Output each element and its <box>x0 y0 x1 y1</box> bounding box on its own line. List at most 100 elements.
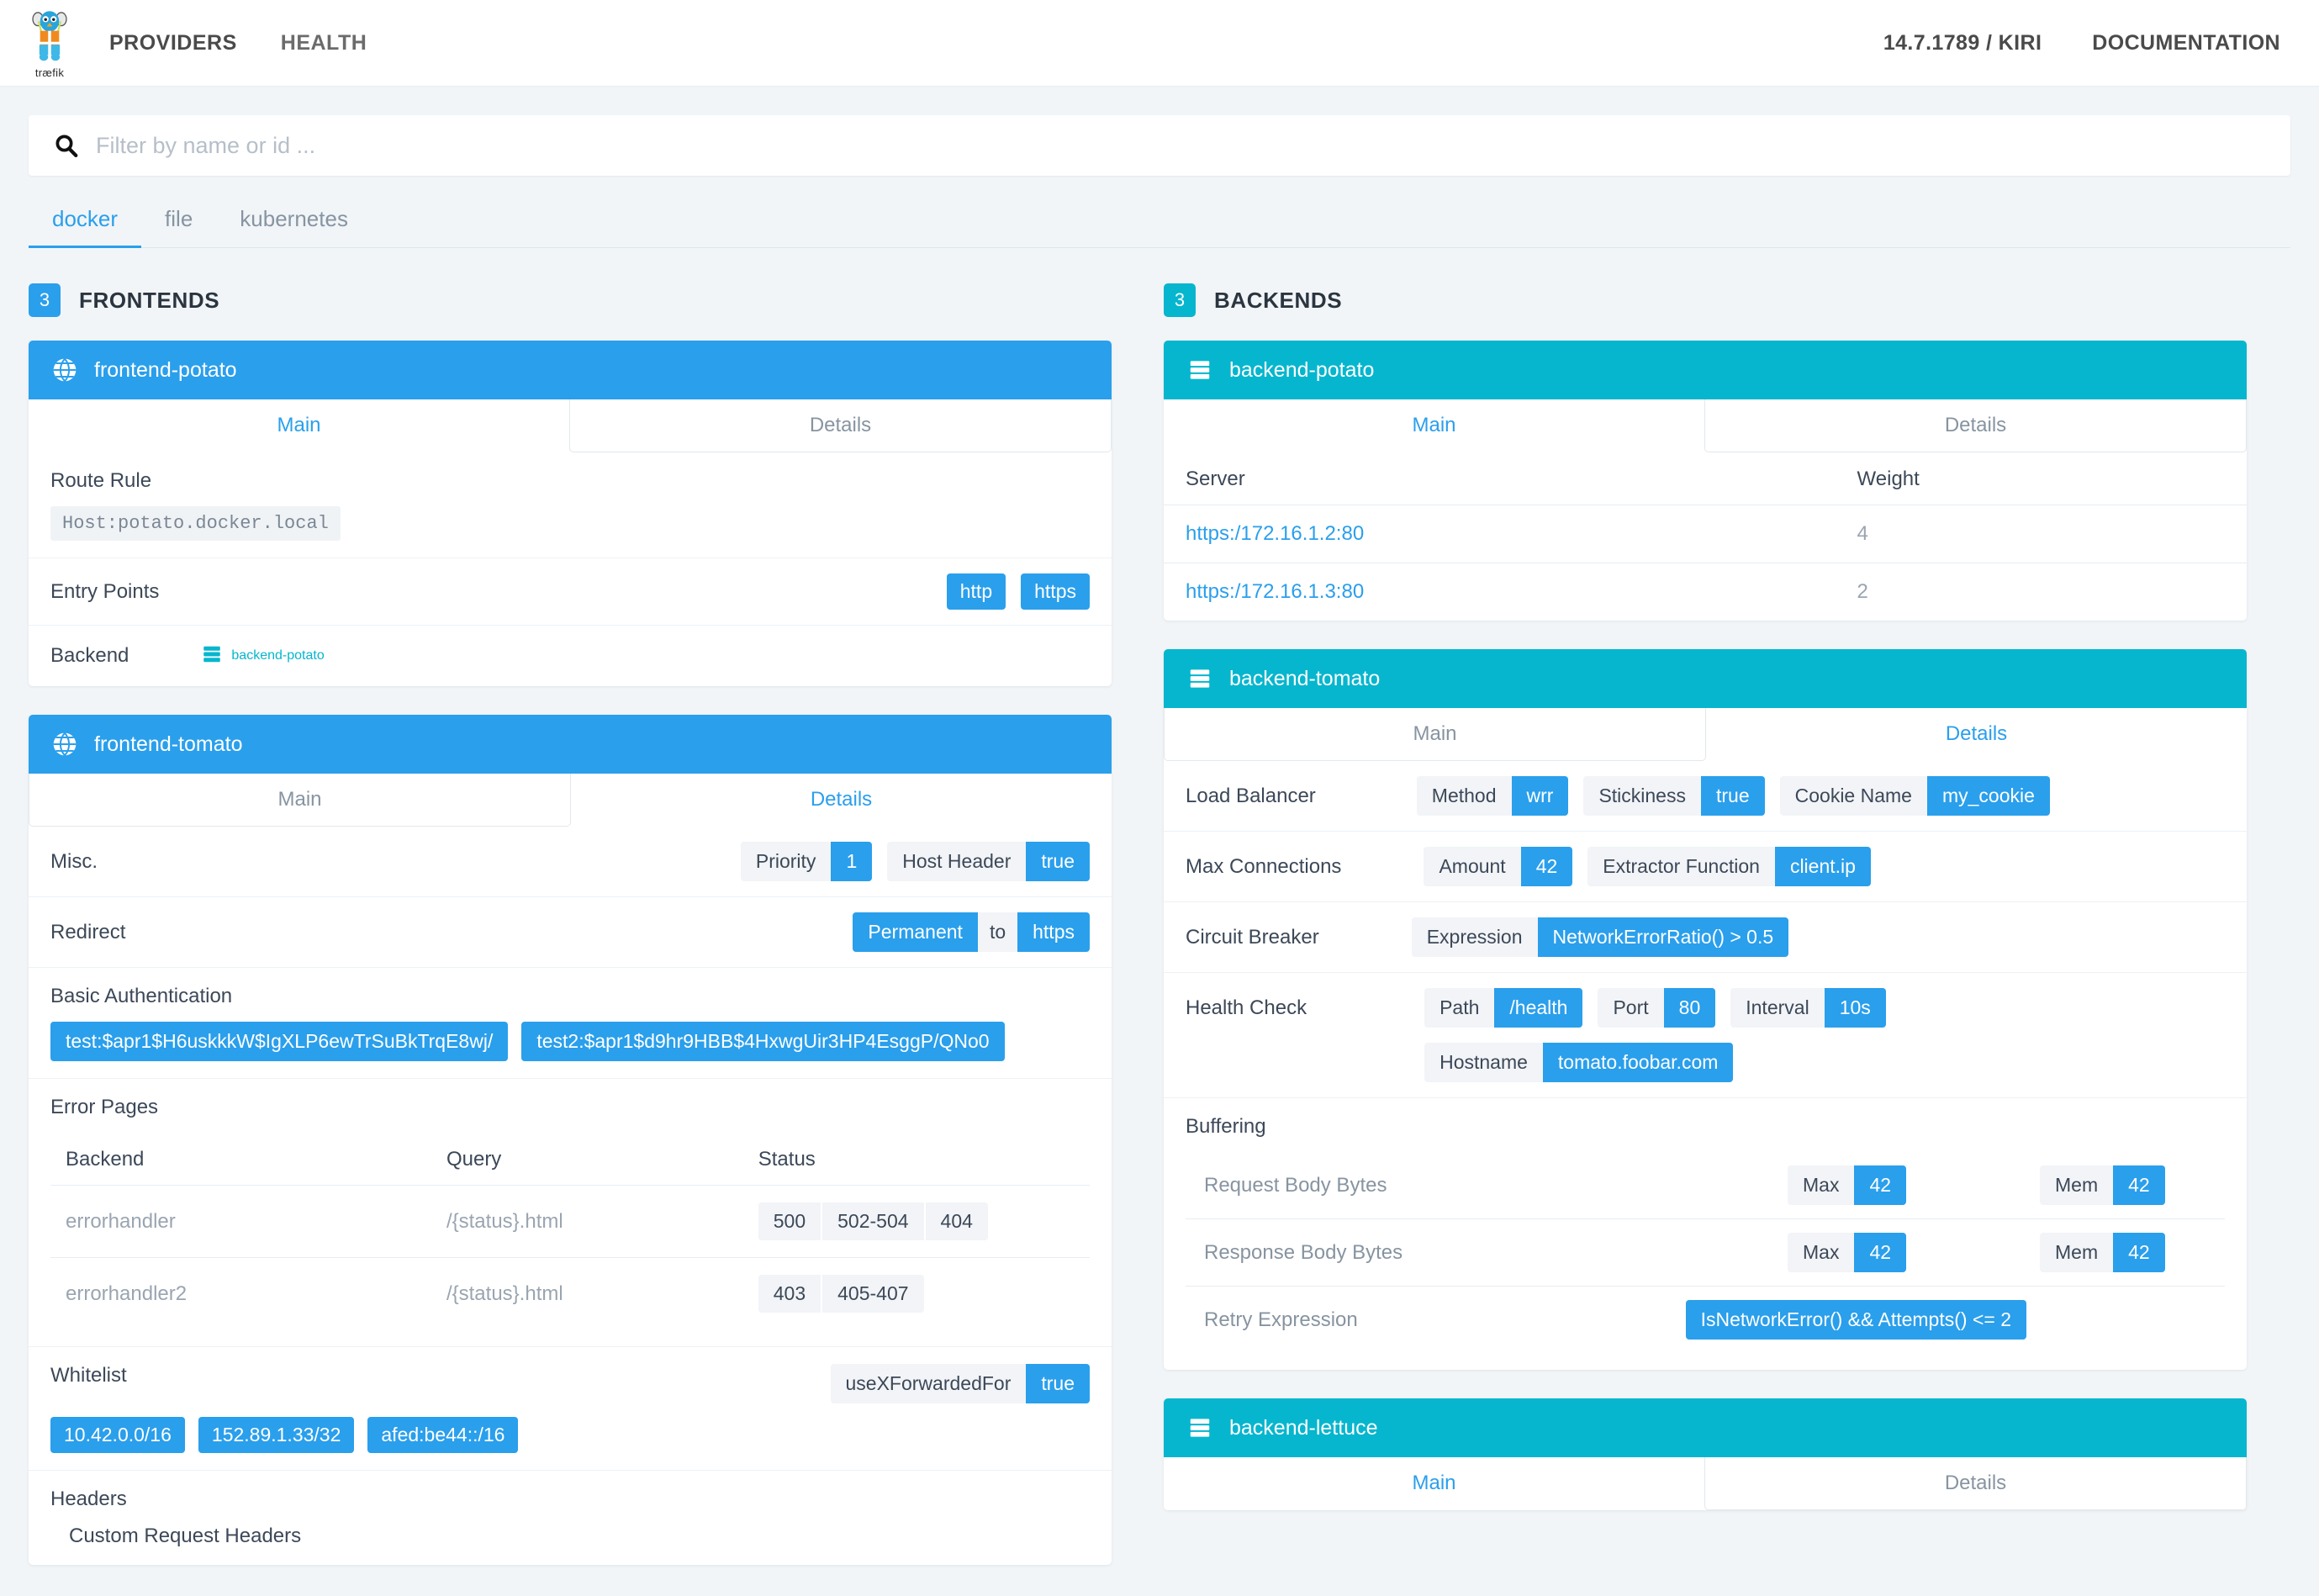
backend-row: Backend backend-potat <box>29 626 1112 686</box>
traefik-logo[interactable]: træfik <box>24 7 76 79</box>
weight-cell: 4 <box>1835 505 2247 563</box>
entry-points-row: Entry Points http https <box>29 558 1112 626</box>
hc-interval[interactable]: Interval 10s <box>1730 988 1886 1028</box>
hc-port-key: Port <box>1613 996 1649 1018</box>
retry-expression-value[interactable]: IsNetworkError() && Attempts() <= 2 <box>1685 1300 2026 1340</box>
backend-tomato-tab-main[interactable]: Main <box>1164 708 1706 761</box>
search-icon <box>52 131 81 160</box>
hc-hostname[interactable]: Hostname tomato.foobar.com <box>1424 1043 1734 1082</box>
backend-lettuce-tabs: Main Details <box>1164 1457 2247 1510</box>
basic-auth-entry[interactable]: test2:$apr1$d9hr9HBB$4HxwgUir3HP4EsggP/Q… <box>521 1022 1005 1061</box>
hc-port[interactable]: Port 80 <box>1598 988 1716 1028</box>
whitelist-entry[interactable]: 152.89.1.33/32 <box>198 1417 355 1453</box>
misc-host-header[interactable]: Host Header true <box>887 842 1090 881</box>
request-body-mem[interactable]: Mem 42 <box>2040 1165 2165 1205</box>
misc-host-header-key: Host Header <box>902 850 1012 872</box>
error-pages-col-backend: Backend <box>66 1148 145 1171</box>
provider-tab-docker[interactable]: docker <box>29 206 142 248</box>
server-link[interactable]: https:/172.16.1.3:80 <box>1186 580 1365 603</box>
route-rule-label: Route Rule <box>50 469 152 492</box>
request-body-max[interactable]: Max 42 <box>1788 1165 1907 1205</box>
entry-point-http[interactable]: http <box>946 573 1006 610</box>
lb-stickiness[interactable]: Stickiness true <box>1583 776 1765 816</box>
globe-icon <box>50 356 79 384</box>
nav-health[interactable]: HEALTH <box>280 30 367 55</box>
request-body-mem-value: 42 <box>2113 1165 2165 1205</box>
backend-tomato-tab-details[interactable]: Details <box>1706 708 2247 761</box>
response-body-mem-value: 42 <box>2113 1233 2165 1272</box>
frontend-potato-tab-details[interactable]: Details <box>569 399 1112 452</box>
content-columns: 3 FRONTENDS frontend-potato Main De <box>29 283 2290 1593</box>
nav-right-group: 14.7.1789 / KIRI DOCUMENTATION <box>1883 31 2280 55</box>
backend-potato-name: backend-potato <box>1229 357 1375 382</box>
whitelist-option-wrap: useXForwardedFor true <box>830 1364 1090 1403</box>
error-page-query: /{status}.html <box>424 1257 737 1329</box>
misc-priority[interactable]: Priority 1 <box>740 842 873 881</box>
max-conn-amount[interactable]: Amount 42 <box>1424 847 1573 886</box>
redirect-group[interactable]: Permanent to https <box>853 912 1090 952</box>
traefik-mascot-icon <box>32 11 67 61</box>
use-x-forwarded-for-key: useXForwardedFor <box>845 1372 1012 1394</box>
backend-potato-servers-table: Server Weight https:/172.16.1.2:80 4 <box>1164 452 2247 621</box>
server-link[interactable]: https:/172.16.1.2:80 <box>1186 522 1365 545</box>
backend-lettuce-tab-main[interactable]: Main <box>1164 1457 1704 1510</box>
headers-block: Headers Custom Request Headers <box>29 1471 1112 1565</box>
table-row: https:/172.16.1.2:80 4 <box>1164 505 2247 563</box>
frontend-tomato-card: frontend-tomato Main Details Misc. Prior… <box>29 715 1112 1565</box>
error-pages-label: Error Pages <box>50 1096 159 1118</box>
page-content: docker file kubernetes 3 FRONTENDS <box>0 87 2319 1593</box>
backend-potato-tab-details[interactable]: Details <box>1704 399 2247 452</box>
lb-method-value: wrr <box>1511 776 1569 816</box>
backend-label: Backend <box>50 644 129 667</box>
lb-cookie-name-key: Cookie Name <box>1794 785 1912 806</box>
error-pages-col-query: Query <box>446 1148 502 1171</box>
max-conn-amount-value: 42 <box>1520 847 1573 886</box>
basic-auth-entry[interactable]: test:$apr1$H6uskkkW$IgXLP6ewTrSuBkTrqE8w… <box>50 1022 509 1061</box>
frontend-tomato-tab-main[interactable]: Main <box>29 774 571 827</box>
whitelist-entry[interactable]: 10.42.0.0/16 <box>50 1417 185 1453</box>
request-max-slot: Max 42 <box>1788 1165 2040 1205</box>
provider-tab-file[interactable]: file <box>165 206 193 231</box>
backend-potato-tab-main[interactable]: Main <box>1164 399 1704 452</box>
error-page-backend: errorhandler2 <box>50 1257 425 1329</box>
response-body-max[interactable]: Max 42 <box>1788 1233 1907 1272</box>
lb-cookie-name[interactable]: Cookie Name my_cookie <box>1779 776 2050 816</box>
max-conn-extractor[interactable]: Extractor Function client.ip <box>1587 847 1871 886</box>
nav-documentation[interactable]: DOCUMENTATION <box>2092 30 2280 55</box>
basic-auth-label: Basic Authentication <box>50 985 233 1007</box>
search-input[interactable] <box>96 132 2267 159</box>
redirect-from: Permanent <box>853 912 978 952</box>
filter-bar[interactable] <box>29 115 2290 176</box>
frontends-column: 3 FRONTENDS frontend-potato Main De <box>29 283 1112 1593</box>
hc-hostname-value: tomato.foobar.com <box>1542 1043 1734 1082</box>
health-check-row: Health Check Path /health Port 80 <box>1164 973 2247 1098</box>
cb-expression[interactable]: Expression NetworkErrorRatio() > 0.5 <box>1411 917 1789 957</box>
backend-lettuce-tab-details[interactable]: Details <box>1704 1457 2247 1510</box>
backend-potato-link[interactable]: backend-potato <box>201 643 325 669</box>
health-check-label: Health Check <box>1186 996 1307 1019</box>
backend-potato-body: Server Weight https:/172.16.1.2:80 4 <box>1164 452 2247 621</box>
nav-providers[interactable]: PROVIDERS <box>109 30 237 55</box>
frontends-title: FRONTENDS <box>79 287 220 313</box>
response-body-max-key: Max <box>1803 1241 1840 1263</box>
response-max-slot: Max 42 <box>1788 1233 2040 1272</box>
backend-lettuce-card: backend-lettuce Main Details <box>1164 1398 2247 1510</box>
lb-method[interactable]: Method wrr <box>1416 776 1569 816</box>
backend-lettuce-name: backend-lettuce <box>1229 1415 1378 1440</box>
max-connections-row: Max Connections Amount 42 Extractor Func… <box>1164 832 2247 902</box>
lb-stickiness-value: true <box>1700 776 1765 816</box>
backends-title: BACKENDS <box>1214 287 1343 313</box>
whitelist-entry[interactable]: afed:be44::/16 <box>367 1417 519 1453</box>
max-conn-amount-key: Amount <box>1439 855 1506 877</box>
buffering-label: Buffering <box>1186 1115 1266 1138</box>
frontend-tomato-tab-details[interactable]: Details <box>571 774 1112 827</box>
use-x-forwarded-for-option[interactable]: useXForwardedFor true <box>830 1364 1090 1403</box>
hc-path[interactable]: Path /health <box>1424 988 1583 1028</box>
hc-port-value: 80 <box>1663 988 1716 1028</box>
response-body-mem[interactable]: Mem 42 <box>2040 1233 2165 1272</box>
server-cell: https:/172.16.1.2:80 <box>1164 505 1836 563</box>
basic-auth-values: test:$apr1$H6uskkkW$IgXLP6ewTrSuBkTrqE8w… <box>50 1022 1090 1061</box>
provider-tab-kubernetes[interactable]: kubernetes <box>240 206 348 231</box>
frontend-potato-tab-main[interactable]: Main <box>29 399 569 452</box>
entry-point-https[interactable]: https <box>1021 573 1090 610</box>
